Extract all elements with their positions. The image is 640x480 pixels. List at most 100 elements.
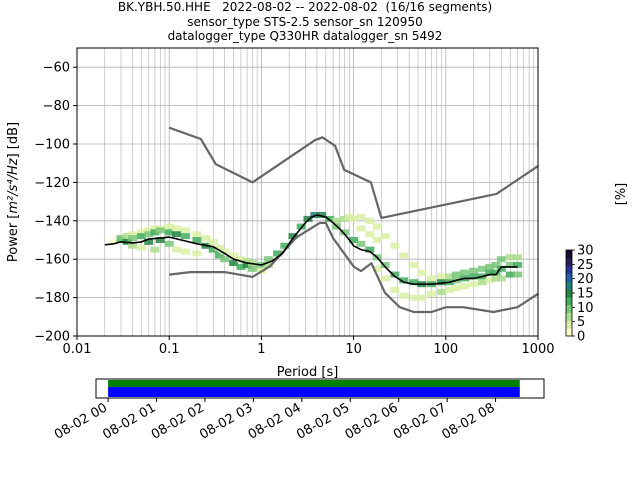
pdf-cell bbox=[242, 261, 252, 268]
colorbar-tick-label: 30 bbox=[577, 244, 594, 259]
pdf-cell bbox=[365, 217, 375, 224]
x-tick-label: 10 bbox=[345, 342, 362, 357]
pdf-cell bbox=[399, 277, 409, 284]
pdf-cell bbox=[427, 290, 437, 297]
y-axis-label: Power [m²/s⁴/Hz] [dB] bbox=[6, 122, 21, 262]
pdf-cell bbox=[144, 227, 154, 234]
pdf-cell bbox=[164, 229, 174, 236]
noise-models bbox=[168, 126, 539, 314]
pdf-cell bbox=[460, 269, 470, 276]
x-tick-label: 1000 bbox=[521, 342, 554, 357]
pdf-cell bbox=[180, 227, 190, 234]
pdf-cell bbox=[460, 283, 470, 290]
time-tick-label: 08-02 04 bbox=[246, 400, 304, 442]
pdf-cell bbox=[437, 279, 447, 286]
colorbar-segment bbox=[566, 289, 572, 298]
pdf-cell bbox=[399, 252, 409, 259]
pdf-cell bbox=[242, 258, 252, 265]
pdf-cell bbox=[180, 233, 190, 240]
colorbar-tick-label: 5 bbox=[577, 315, 585, 330]
pdf-cell bbox=[513, 261, 523, 268]
pdf-cell bbox=[296, 223, 306, 230]
pdf-cell bbox=[144, 231, 154, 238]
y-axis-label-prefix: Power [ bbox=[6, 214, 21, 263]
pdf-cell bbox=[317, 212, 327, 219]
pdf-cell bbox=[109, 238, 119, 245]
y-tick-label: −200 bbox=[34, 330, 70, 345]
pdf-cell bbox=[280, 242, 290, 249]
pdf-cell bbox=[417, 269, 427, 276]
pdf-cell bbox=[144, 238, 154, 245]
plot-frame bbox=[76, 47, 539, 337]
colorbar-segment bbox=[566, 328, 572, 337]
colorbar-tick-label: 10 bbox=[577, 301, 594, 316]
pdf-cell bbox=[451, 285, 461, 291]
pdf-cell bbox=[236, 263, 246, 270]
mean-psd-curve bbox=[104, 214, 518, 286]
pdf-cell bbox=[491, 275, 501, 282]
pdf-cell bbox=[136, 229, 146, 236]
pdf-cell bbox=[372, 237, 382, 243]
pdf-cell bbox=[380, 233, 390, 240]
pdf-cell bbox=[208, 238, 218, 245]
pdf-cell bbox=[390, 271, 400, 278]
pdf-cell bbox=[264, 256, 274, 263]
colorbar-segment bbox=[566, 250, 572, 259]
pdf-cell bbox=[437, 288, 447, 295]
y-tick-label: −180 bbox=[34, 291, 70, 306]
y-tick-label: −100 bbox=[34, 138, 70, 153]
time-tick-label: 08-02 07 bbox=[391, 400, 449, 442]
time-tick-label: 08-02 03 bbox=[197, 400, 255, 442]
pdf-cell bbox=[356, 213, 366, 220]
pdf-cell bbox=[325, 215, 335, 222]
pdf-cell bbox=[469, 267, 479, 274]
pdf-cell bbox=[349, 215, 359, 222]
pdf-cell bbox=[496, 256, 506, 263]
pdf-cell bbox=[164, 223, 174, 230]
pdf-cell bbox=[469, 281, 479, 288]
pdf-cell bbox=[264, 261, 274, 268]
pdf-cell bbox=[477, 279, 487, 286]
pdf-cell bbox=[491, 261, 501, 268]
pdf-cell bbox=[303, 215, 313, 222]
y-tick-label: −60 bbox=[43, 61, 70, 76]
pdf-cell bbox=[505, 271, 515, 278]
pdf-cell bbox=[136, 244, 146, 251]
pdf-cell bbox=[485, 263, 495, 270]
colorbar-tick-label: 15 bbox=[577, 287, 594, 302]
time-tick-label: 08-02 00 bbox=[52, 400, 110, 442]
pdf-cell bbox=[273, 250, 283, 257]
pdf-cell bbox=[288, 233, 298, 240]
title-line-2: sensor_type STS-2.5 sensor_sn 120950 bbox=[187, 14, 423, 29]
pdf-cell bbox=[214, 252, 224, 259]
time-tick-label: 08-02 02 bbox=[149, 400, 207, 442]
pdf-cell bbox=[128, 231, 138, 238]
colorbar-tick-label: 25 bbox=[577, 258, 594, 273]
pdf-heatmap bbox=[109, 212, 523, 301]
x-tick-label: 1 bbox=[257, 342, 265, 357]
low-noise-model-line bbox=[169, 221, 539, 314]
pdf-cell bbox=[136, 233, 146, 240]
pdf-cell bbox=[122, 233, 132, 240]
pdf-cell bbox=[437, 273, 447, 280]
colorbar-segment bbox=[566, 257, 572, 267]
pdf-cell bbox=[220, 256, 230, 263]
pdf-cell bbox=[505, 254, 515, 261]
colorbar-segment bbox=[566, 296, 572, 306]
pdf-cell bbox=[427, 275, 437, 282]
x-tick-label: 100 bbox=[433, 342, 458, 357]
pdf-cell bbox=[116, 235, 126, 242]
pdf-cell bbox=[201, 235, 211, 242]
pdf-cell bbox=[172, 246, 182, 253]
colorbar-label: [%] bbox=[614, 183, 629, 206]
pdf-cell bbox=[513, 271, 523, 278]
pdf-cell bbox=[491, 269, 501, 276]
y-tick-label: −80 bbox=[43, 99, 70, 114]
colorbar-segment bbox=[566, 273, 572, 282]
axes: 0.01 0.1 1 10 100 1000 −200 −180 −160 −140 −120 −10… bbox=[34, 61, 554, 357]
colorbar-segment bbox=[566, 304, 572, 314]
pdf-cell bbox=[128, 242, 138, 249]
